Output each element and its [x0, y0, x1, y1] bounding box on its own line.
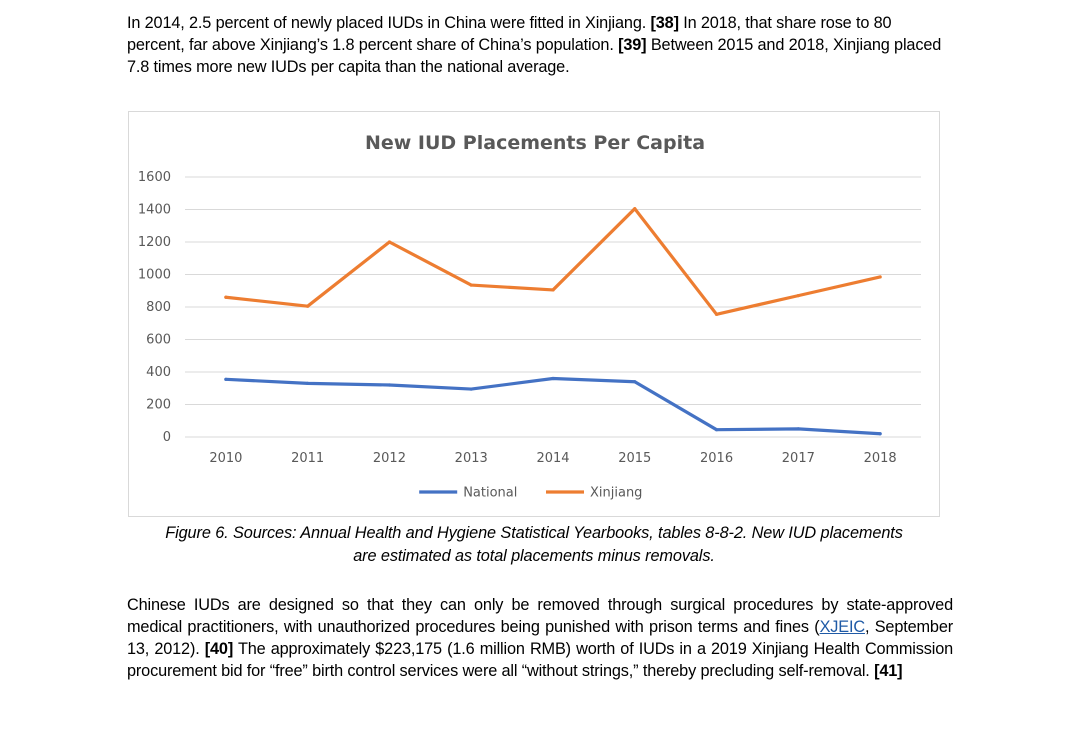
chart-series [224, 207, 882, 436]
intro-text-1: In 2014, 2.5 percent of newly placed IUD… [127, 14, 651, 32]
citation-41[interactable]: [41] [874, 662, 903, 680]
y-tick-label: 400 [146, 365, 171, 380]
chart-gridlines [185, 176, 921, 438]
x-tick-label: 2014 [536, 451, 569, 466]
data-point-national [796, 427, 800, 431]
series-line-xinjiang [224, 207, 882, 316]
data-point-national [714, 428, 719, 432]
chart-title: New IUD Placements Per Capita [365, 132, 705, 154]
figure-caption: Figure 6. Sources: Annual Health and Hyg… [128, 522, 940, 568]
body-text-2: , September 13, 2012). [127, 618, 953, 658]
x-tick-label: 2017 [782, 451, 815, 466]
y-tick-label: 1400 [138, 203, 171, 218]
body-text-3: The approximately $223,175 (1.6 million … [127, 640, 954, 680]
y-tick-label: 1600 [138, 170, 171, 185]
y-tick-label: 1200 [138, 235, 171, 250]
data-point-xinjiang [469, 283, 473, 287]
x-tick-label: 2011 [291, 451, 324, 466]
y-tick-label: 200 [146, 398, 171, 413]
data-point-national [633, 380, 637, 384]
data-point-xinjiang [387, 240, 392, 244]
y-axis-ticks: 0 200 400 600 800 1000 1200 1400 1600 [138, 170, 171, 445]
x-tick-label: 2010 [209, 451, 242, 466]
y-tick-label: 1000 [138, 268, 171, 283]
data-point-national [387, 383, 392, 387]
citation-38[interactable]: [38] [650, 14, 679, 32]
x-tick-label: 2015 [618, 451, 651, 466]
body-paragraph: Chinese IUDs are designed so that they c… [127, 594, 953, 682]
chart-legend: National Xinjiang [419, 486, 642, 501]
y-tick-label: 600 [146, 333, 171, 348]
data-point-xinjiang [633, 207, 637, 211]
x-tick-label: 2012 [373, 451, 406, 466]
legend-label-xinjiang: Xinjiang [590, 486, 642, 501]
data-point-national [551, 376, 555, 381]
citation-39[interactable]: [39] [618, 36, 647, 54]
intro-text-2: In 2018, that share rose to 80 percent, … [127, 14, 892, 54]
body-text-1: Chinese IUDs are designed so that they c… [127, 596, 953, 636]
caption-line-1: Figure 6. Sources: Annual Health and Hyg… [165, 524, 903, 542]
data-point-xinjiang [796, 294, 800, 298]
xjeic-link[interactable]: XJEIC [819, 618, 866, 636]
chart-frame: 0 200 400 600 800 1000 1200 1400 1600 2010 2011 20… [128, 111, 940, 517]
intro-paragraph: In 2014, 2.5 percent of newly placed IUD… [127, 12, 953, 78]
data-point-national [469, 387, 473, 391]
data-point-national [878, 432, 882, 436]
series-line-national [224, 376, 882, 436]
caption-line-2: are estimated as total placements minus … [353, 547, 715, 565]
x-tick-label: 2013 [455, 451, 488, 466]
data-point-national [224, 377, 228, 381]
data-point-xinjiang [714, 312, 719, 316]
x-tick-label: 2018 [864, 451, 897, 466]
data-point-xinjiang [306, 304, 310, 308]
citation-40[interactable]: [40] [204, 640, 234, 658]
y-tick-label: 0 [163, 430, 171, 445]
data-point-xinjiang [878, 275, 882, 279]
intro-text-3: Between 2015 and 2018, Xinjiang placed 7… [127, 36, 942, 76]
data-point-xinjiang [551, 288, 555, 292]
data-point-xinjiang [224, 295, 228, 299]
x-axis-ticks: 2010 2011 2012 2013 2014 2015 2016 2017 2018 [209, 451, 896, 466]
legend-label-national: National [463, 486, 517, 501]
data-point-national [306, 381, 310, 385]
x-tick-label: 2016 [700, 451, 733, 466]
y-tick-label: 800 [146, 300, 171, 315]
